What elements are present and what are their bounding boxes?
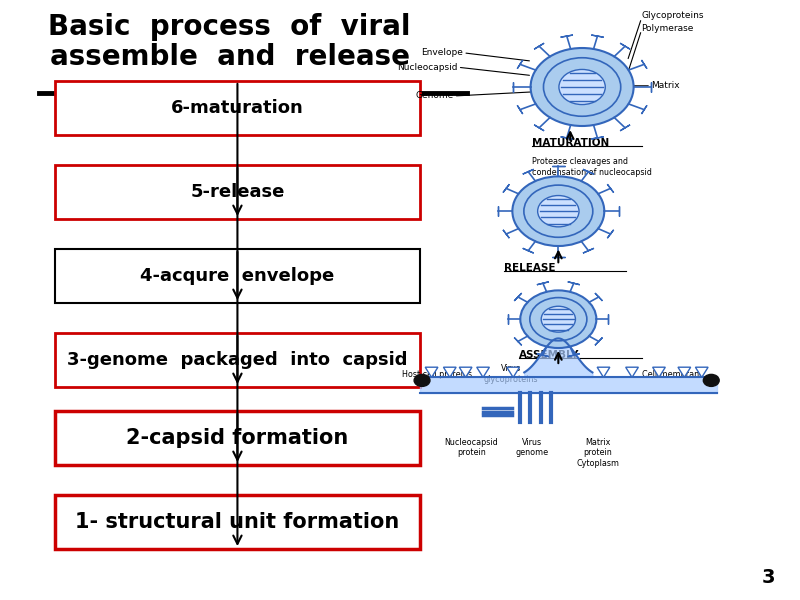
Circle shape <box>414 374 430 386</box>
Circle shape <box>703 374 719 386</box>
Polygon shape <box>522 248 534 253</box>
Text: 6-maturation: 6-maturation <box>171 99 304 117</box>
Text: Genome: Genome <box>415 91 454 100</box>
Polygon shape <box>653 367 666 377</box>
Polygon shape <box>518 106 522 114</box>
Text: 3: 3 <box>762 568 775 587</box>
Polygon shape <box>597 367 610 377</box>
Circle shape <box>530 48 634 126</box>
FancyBboxPatch shape <box>55 333 420 387</box>
Polygon shape <box>620 43 630 49</box>
Polygon shape <box>507 367 519 377</box>
Circle shape <box>520 290 596 348</box>
Text: Cell membrane: Cell membrane <box>642 370 704 379</box>
Polygon shape <box>522 169 534 174</box>
Text: Matrix
protein
Cytoplasm: Matrix protein Cytoplasm <box>577 438 619 468</box>
Polygon shape <box>426 367 438 377</box>
Circle shape <box>538 196 579 227</box>
Polygon shape <box>642 106 647 114</box>
FancyBboxPatch shape <box>55 165 420 219</box>
Polygon shape <box>626 367 638 377</box>
Text: Virus
glycoproteins: Virus glycoproteins <box>483 364 538 383</box>
Text: Nucleocapsid: Nucleocapsid <box>398 63 458 72</box>
Polygon shape <box>514 293 522 301</box>
Circle shape <box>559 70 606 104</box>
Polygon shape <box>591 35 604 37</box>
Polygon shape <box>583 169 594 174</box>
Text: 4-acqure  envelope: 4-acqure envelope <box>140 267 334 285</box>
Text: Envelope: Envelope <box>422 48 463 57</box>
Text: Matrix: Matrix <box>651 81 680 90</box>
Polygon shape <box>595 293 602 301</box>
FancyBboxPatch shape <box>55 495 420 549</box>
Polygon shape <box>561 35 573 37</box>
Text: 1- structural unit formation: 1- structural unit formation <box>75 512 399 532</box>
Polygon shape <box>607 230 614 238</box>
Polygon shape <box>595 338 602 346</box>
Circle shape <box>542 306 575 332</box>
Polygon shape <box>518 60 522 68</box>
Text: MATURATION: MATURATION <box>532 138 610 148</box>
Text: Host cell proteins: Host cell proteins <box>402 370 472 379</box>
Polygon shape <box>534 125 544 131</box>
Polygon shape <box>503 184 510 193</box>
Polygon shape <box>503 230 510 238</box>
Polygon shape <box>514 338 522 346</box>
Polygon shape <box>534 43 544 49</box>
Polygon shape <box>537 353 549 356</box>
Polygon shape <box>561 137 573 139</box>
Circle shape <box>512 176 604 246</box>
Text: 2-capsid formation: 2-capsid formation <box>126 428 349 448</box>
Polygon shape <box>568 353 580 356</box>
Polygon shape <box>443 367 456 377</box>
Text: ASSEMBLY: ASSEMBLY <box>518 350 579 360</box>
FancyBboxPatch shape <box>55 249 420 303</box>
Polygon shape <box>695 367 708 377</box>
Text: Basic  process  of  viral: Basic process of viral <box>48 13 410 41</box>
Text: 3-genome  packaged  into  capsid: 3-genome packaged into capsid <box>67 351 408 369</box>
Text: Nucleocapsid
protein: Nucleocapsid protein <box>444 438 498 457</box>
Text: 5-release: 5-release <box>190 183 285 201</box>
Polygon shape <box>477 367 490 377</box>
Polygon shape <box>583 248 594 253</box>
Polygon shape <box>620 125 630 131</box>
Text: Polymerase: Polymerase <box>642 23 694 32</box>
Text: Virus
genome: Virus genome <box>516 438 549 457</box>
FancyBboxPatch shape <box>55 411 420 465</box>
Polygon shape <box>607 184 614 193</box>
Text: Protease cleavages and
condensation of nucleocapsid: Protease cleavages and condensation of n… <box>532 157 652 178</box>
Polygon shape <box>678 367 690 377</box>
Text: assemble  and  release: assemble and release <box>50 43 410 71</box>
Polygon shape <box>591 137 604 139</box>
Polygon shape <box>642 60 647 68</box>
FancyBboxPatch shape <box>55 81 420 135</box>
Polygon shape <box>537 282 549 285</box>
Text: Glycoproteins: Glycoproteins <box>642 10 704 19</box>
Polygon shape <box>568 282 580 285</box>
Polygon shape <box>459 367 472 377</box>
Text: RELEASE: RELEASE <box>505 263 556 272</box>
